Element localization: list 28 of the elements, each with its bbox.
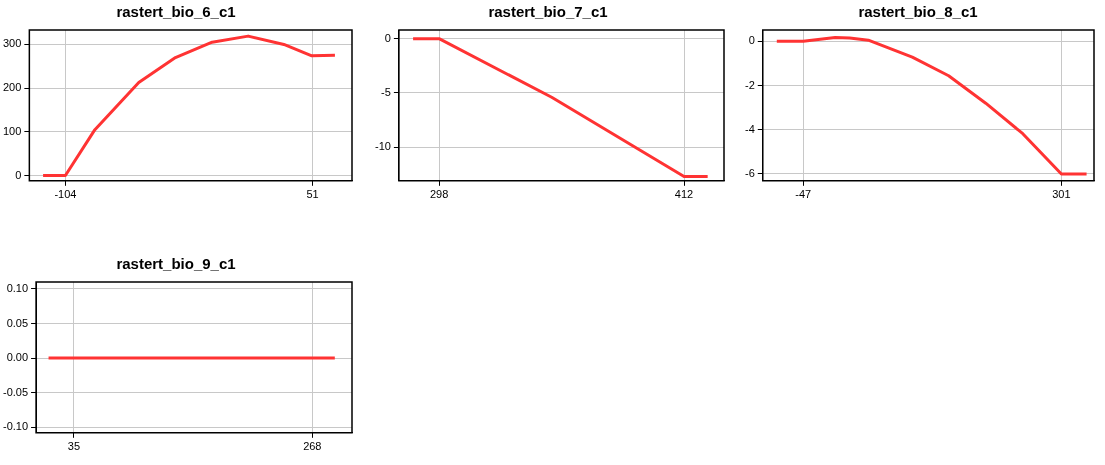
y-tick-label: 200 <box>2 81 22 94</box>
y-tick-label: 0 <box>748 34 755 47</box>
chart-title: rastert_bio_9_c1 <box>116 255 236 273</box>
y-tick-label: 0.05 <box>6 316 29 329</box>
x-tick-label: 268 <box>303 440 322 453</box>
y-tick-label: -5 <box>381 85 391 98</box>
y-tick-label: 300 <box>2 37 22 50</box>
y-tick-label: 0.10 <box>6 281 29 294</box>
x-tick-label: 35 <box>67 440 81 453</box>
x-tick-label: -47 <box>795 188 812 201</box>
y-tick-label: 0.00 <box>6 351 29 364</box>
x-tick-label: 298 <box>429 188 449 201</box>
y-tick-label: 0 <box>384 31 391 44</box>
y-tick-label: 0 <box>15 168 22 181</box>
chart-title: rastert_bio_8_c1 <box>858 3 978 21</box>
y-tick-label: 100 <box>2 124 22 137</box>
x-tick-label: -104 <box>54 188 77 201</box>
y-tick-label: -2 <box>745 78 755 91</box>
y-tick-label: -0.10 <box>2 420 29 433</box>
chart-title: rastert_bio_6_c1 <box>116 3 236 21</box>
y-tick-label: -6 <box>745 166 755 179</box>
y-tick-label: -4 <box>745 122 755 135</box>
x-tick-label: 412 <box>674 188 694 201</box>
x-tick-label: 301 <box>1052 188 1071 201</box>
x-tick-label: 51 <box>306 188 319 201</box>
y-tick-label: -0.05 <box>2 385 29 398</box>
chart-title: rastert_bio_7_c1 <box>488 3 608 21</box>
y-tick-label: -10 <box>374 140 391 153</box>
